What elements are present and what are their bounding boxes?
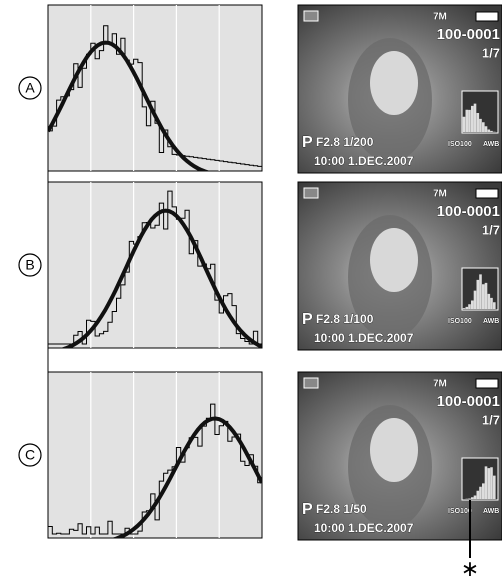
mini-histogram-bars xyxy=(465,466,496,499)
histogram-steps xyxy=(47,25,262,167)
play-icon xyxy=(303,10,319,22)
histogram-panel xyxy=(47,181,263,349)
file-number: 100-0001 xyxy=(437,203,500,220)
histogram-curve xyxy=(60,208,262,348)
date-time: 10:00 1.DEC.2007 xyxy=(314,331,414,345)
play-icon xyxy=(303,187,319,199)
white-balance: AWB xyxy=(483,318,499,325)
iso: ISO100 xyxy=(448,318,472,325)
exposure: F2.8 1/100 xyxy=(316,312,374,326)
file-number: 100-0001 xyxy=(437,393,500,410)
row-marker: B xyxy=(25,257,34,273)
histogram-panel xyxy=(47,4,263,172)
shooting-mode: P xyxy=(302,311,313,328)
iso: ISO100 xyxy=(448,141,472,148)
date-time: 10:00 1.DEC.2007 xyxy=(314,154,414,168)
white-balance: AWB xyxy=(483,141,499,148)
row-marker-circle xyxy=(18,443,42,467)
shooting-mode: P xyxy=(302,134,313,151)
row-marker-circle xyxy=(18,253,42,277)
row-marker-circle xyxy=(18,76,42,100)
file-number: 100-0001 xyxy=(437,26,500,43)
battery-icon xyxy=(475,11,499,22)
photo-face xyxy=(370,228,418,292)
image-size: 7M xyxy=(433,379,447,390)
mini-histogram-bars xyxy=(462,103,496,132)
exposure: F2.8 1/200 xyxy=(316,135,374,149)
row-marker: C xyxy=(25,447,35,463)
histogram-curve xyxy=(48,40,211,171)
iso: ISO100 xyxy=(448,508,472,515)
image-size: 7M xyxy=(433,189,447,200)
histogram-curve xyxy=(111,416,262,538)
image-size: 7M xyxy=(433,12,447,23)
image-count: 1/7 xyxy=(482,222,500,237)
battery-icon xyxy=(475,188,499,199)
battery-icon xyxy=(475,378,499,389)
image-count: 1/7 xyxy=(482,412,500,427)
play-icon xyxy=(303,377,319,389)
photo-face xyxy=(370,418,418,482)
photo-face xyxy=(370,51,418,115)
white-balance: AWB xyxy=(483,508,499,515)
image-count: 1/7 xyxy=(482,45,500,60)
date-time: 10:00 1.DEC.2007 xyxy=(314,521,414,535)
row-marker: A xyxy=(25,80,35,96)
mini-histogram-bars xyxy=(462,274,496,309)
footnote-marker: ∗ xyxy=(461,556,479,581)
shooting-mode: P xyxy=(302,501,313,518)
exposure: F2.8 1/50 xyxy=(316,502,367,516)
